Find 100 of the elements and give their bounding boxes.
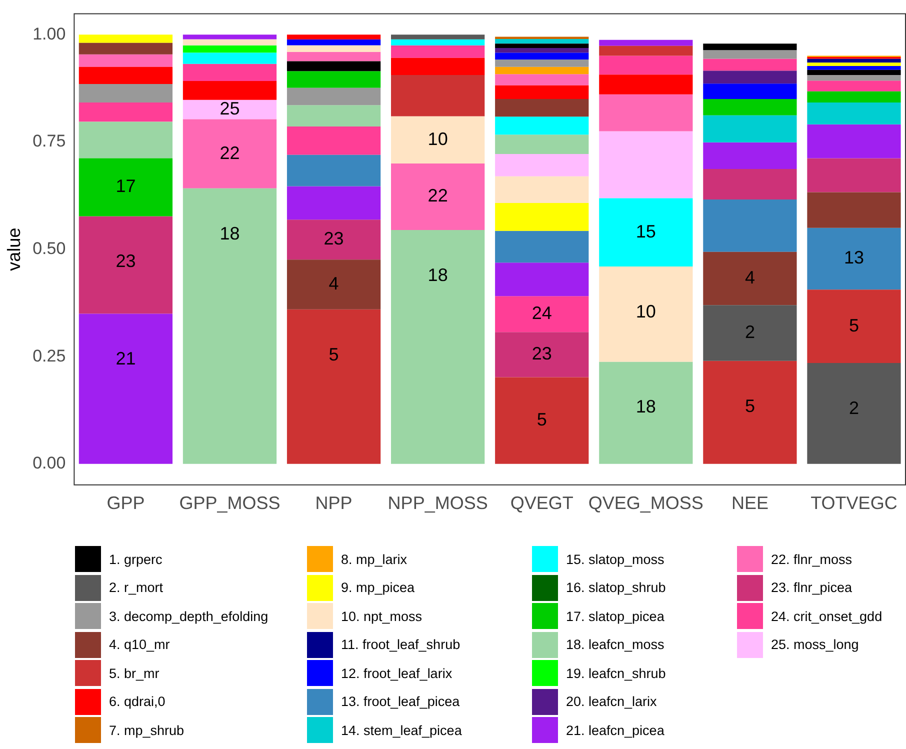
y-tick-label: 0.50 (32, 238, 66, 258)
bar (495, 66, 589, 74)
bar (391, 75, 485, 116)
annotation: 10 (636, 301, 656, 322)
legend-label: 18. leafcn_moss (566, 637, 664, 652)
bar (286, 126, 381, 155)
legend-label: 2. r_mort (109, 580, 164, 596)
legend-label: 4. q10_mr (109, 637, 170, 652)
bar (391, 34, 485, 40)
bar (182, 188, 277, 464)
legend-label: 23. flnr_picea (771, 580, 852, 596)
bar (495, 202, 589, 231)
annotation: 15 (636, 221, 656, 242)
bar (599, 46, 693, 56)
annotation: 2 (744, 322, 755, 342)
bar (286, 71, 381, 88)
bar (78, 122, 173, 158)
bar (703, 200, 797, 252)
y-tick-label: 0.75 (32, 132, 66, 151)
bar (807, 363, 901, 464)
bar (78, 314, 173, 464)
legend-label: 11. froot_leaf_shrub (341, 637, 460, 652)
bar (182, 39, 277, 46)
bar (599, 198, 693, 266)
legend-label: 25. moss_long (771, 637, 859, 652)
annotation: 22 (220, 142, 240, 163)
bar (807, 58, 901, 63)
bar (495, 74, 589, 86)
bar (599, 131, 693, 198)
bar (807, 192, 901, 228)
annotation: 5 (744, 396, 755, 416)
bar (182, 119, 277, 188)
bar (182, 34, 277, 40)
bar (78, 216, 173, 314)
bar (703, 58, 797, 71)
bar (495, 52, 589, 60)
bar (182, 64, 277, 82)
legend-label: 19. leafcn_shrub (566, 666, 666, 681)
bar (78, 102, 173, 122)
bar (286, 154, 381, 186)
legend-label: 16. slatop_shrub (566, 580, 666, 596)
annotation: 10 (428, 128, 448, 149)
annotation: 18 (220, 223, 240, 244)
x-tick-label: NEE (731, 493, 768, 514)
bar (391, 39, 485, 46)
bar (182, 45, 277, 53)
bar (807, 91, 901, 102)
bar (495, 377, 589, 464)
bar (391, 230, 485, 464)
bar (703, 115, 797, 142)
bar (495, 99, 589, 117)
bar (599, 74, 693, 94)
x-tick-label: NPP_MOSS (388, 493, 488, 514)
bar (391, 116, 485, 164)
bar (703, 84, 797, 100)
bar (703, 50, 797, 59)
bar (599, 266, 693, 362)
annotation: 2 (848, 398, 859, 418)
annotation: 21 (116, 348, 136, 369)
bar (703, 44, 797, 50)
bar (78, 158, 173, 216)
bar (495, 116, 589, 135)
annotation: 18 (428, 264, 448, 285)
annotation: 22 (428, 186, 448, 206)
x-tick-label: NPP (315, 493, 352, 514)
bar (599, 40, 693, 46)
legend-label: 8. mp_larix (341, 552, 408, 567)
annotation: 23 (532, 344, 552, 364)
bar (78, 54, 173, 67)
legend-label: 20. leafcn_larix (566, 694, 657, 710)
y-tick-label: 0.00 (32, 454, 66, 473)
x-tick-label: GPP_MOSS (179, 493, 280, 514)
bar (807, 228, 901, 290)
bar (78, 66, 173, 84)
annotation: 5 (536, 410, 547, 430)
bar (703, 305, 797, 361)
bar (495, 44, 589, 48)
legend-label: 21. leafcn_picea (566, 722, 664, 738)
bar (807, 290, 901, 364)
bar (807, 75, 901, 81)
bar (703, 360, 797, 464)
bar (286, 309, 381, 464)
bar (495, 48, 589, 53)
bar (495, 60, 589, 67)
x-tick-label: QVEG_MOSS (588, 493, 704, 514)
bar (807, 124, 901, 158)
bar (286, 52, 381, 62)
bar (286, 45, 381, 52)
bar (703, 70, 797, 84)
legend-label: 7. mp_shrub (109, 722, 184, 738)
bar (495, 230, 589, 263)
bar (78, 42, 173, 54)
bar (78, 34, 173, 43)
bar (286, 186, 381, 220)
legend-label: 15. slatop_moss (566, 552, 664, 567)
y-tick-label: 0.25 (32, 346, 66, 366)
bar (78, 84, 173, 102)
legend-label: 10. npt_moss (341, 608, 422, 624)
legend-label: 13. froot_leaf_picea (341, 694, 460, 710)
bar (495, 134, 589, 154)
